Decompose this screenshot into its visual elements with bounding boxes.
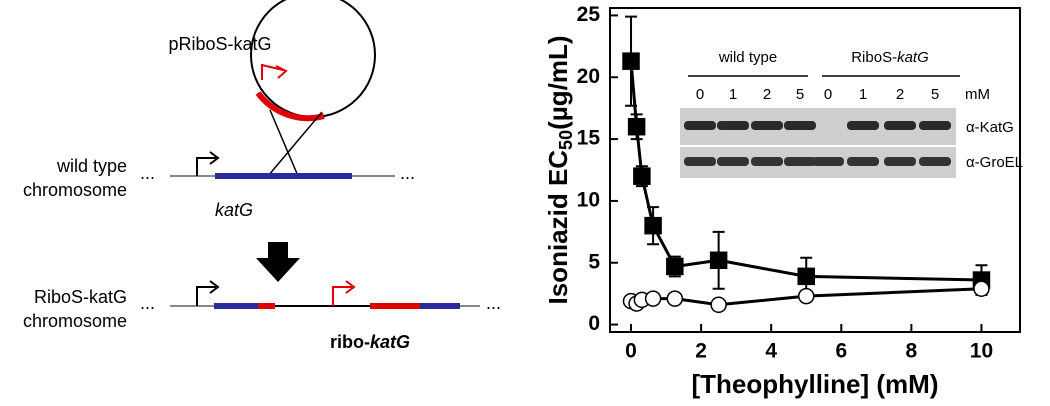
group-prefix: RiboS- — [851, 49, 897, 66]
blot-band — [784, 157, 816, 166]
y-tick-label: 5 — [588, 250, 600, 273]
plasmid-label: pRiboS-katG — [168, 34, 271, 54]
promoter-arrow-head — [345, 280, 356, 294]
crossover — [267, 111, 323, 177]
blot-band — [717, 157, 749, 166]
marker — [797, 287, 815, 305]
x-tick-label: 6 — [835, 340, 847, 363]
down-arrow — [256, 242, 300, 282]
lane-label: 2 — [763, 86, 771, 103]
marker — [633, 167, 651, 185]
marker — [710, 296, 727, 314]
blot-band — [847, 157, 879, 166]
marker — [666, 257, 684, 276]
x-tick-label: 2 — [695, 340, 707, 363]
marker — [644, 290, 662, 307]
dots: ... — [140, 293, 155, 313]
marker — [666, 290, 684, 307]
y-label-unit: (µg/mL) — [543, 35, 573, 129]
inset-blot: wild type RiboS-katG mM α-KatG α-GroEL 0… — [680, 49, 1023, 178]
row-label: α-KatG — [966, 119, 1014, 136]
new-gene-label: ribo-katG — [330, 332, 410, 352]
plasmid-circle — [250, 0, 376, 118]
x-axis-label: [Theophylline] (mM) — [692, 369, 939, 399]
chart: [Theophylline] (mM) Isoniazid EC50(µg/mL… — [543, 3, 1021, 399]
marker — [709, 251, 728, 270]
blot-band — [884, 157, 916, 166]
promoter-arrow-head — [209, 280, 220, 294]
prefix: ribo- — [330, 332, 370, 352]
plasmid-insert — [255, 91, 325, 122]
marker — [644, 216, 662, 235]
new-label: chromosome — [23, 311, 127, 331]
group-italic: katG — [897, 49, 929, 66]
dots: ... — [400, 163, 415, 183]
blot-band — [884, 121, 916, 130]
group-label: RiboS-katG — [851, 49, 929, 66]
plot-frame — [609, 7, 1021, 333]
lane-label: 2 — [896, 86, 904, 103]
gene-label: katG — [215, 200, 253, 220]
blot-band — [684, 157, 716, 166]
y-tick-label: 10 — [577, 188, 600, 211]
dots: ... — [140, 163, 155, 183]
y-tick-label: 20 — [577, 65, 600, 88]
marker — [973, 280, 990, 297]
marker — [627, 117, 646, 136]
y-axis-label: Isoniazid EC50(µg/mL) — [543, 35, 576, 304]
new-label: RiboS-katG — [34, 287, 127, 307]
lane-label: 0 — [696, 86, 704, 103]
y-tick-label: 15 — [577, 127, 601, 150]
x-tick-label: 10 — [970, 340, 993, 363]
y-tick-label: 25 — [577, 3, 601, 26]
blot-band — [812, 157, 844, 166]
lane-label: 1 — [729, 86, 737, 103]
unit-label: mM — [965, 86, 990, 103]
x-tick-label: 0 — [625, 340, 637, 363]
crossover — [269, 109, 299, 177]
diagram: pRiboS-katG ... ... wild type chromosome… — [23, 0, 501, 352]
y-tick-label: 0 — [588, 312, 600, 335]
lane-label: 0 — [824, 86, 832, 103]
blot-band — [751, 121, 783, 130]
marker — [622, 52, 640, 70]
promoter-arrow-head — [275, 65, 288, 79]
blot-band — [919, 157, 951, 166]
promoter-arrow — [196, 286, 216, 306]
x-tick-label: 4 — [765, 340, 777, 363]
blot-band — [751, 157, 783, 166]
blot-band — [847, 121, 879, 130]
lane-label: 1 — [859, 86, 867, 103]
group-label: wild type — [718, 49, 777, 66]
lane-label: 5 — [931, 86, 939, 103]
y-label-sub: 50 — [556, 130, 576, 150]
lane-label: 5 — [796, 86, 804, 103]
y-label-main: Isoniazid EC — [543, 150, 573, 305]
x-tick-label: 8 — [906, 340, 918, 363]
blot-band — [684, 121, 716, 130]
wt-label: wild type — [56, 156, 127, 176]
blot-band — [717, 121, 749, 130]
promoter-arrow — [196, 157, 216, 176]
dots: ... — [486, 293, 501, 313]
promoter-arrow — [332, 286, 352, 306]
row-label: α-GroEL — [966, 154, 1023, 171]
promoter-arrow — [261, 63, 284, 80]
gene: katG — [370, 332, 410, 352]
promoter-arrow-head — [209, 151, 220, 165]
marker — [797, 267, 815, 286]
wt-label: chromosome — [23, 180, 127, 200]
blot-band — [784, 121, 816, 130]
blot-band — [919, 121, 951, 130]
